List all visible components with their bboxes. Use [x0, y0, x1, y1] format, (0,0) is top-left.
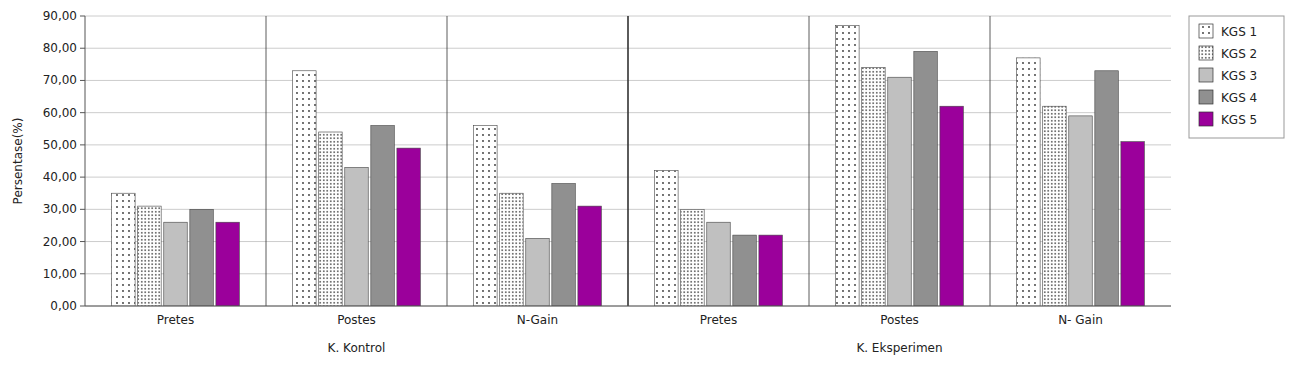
y-tick-label: 70,00: [43, 73, 77, 87]
x-tick-label: Postes: [337, 313, 376, 327]
bar: [862, 68, 885, 306]
y-tick: [80, 112, 85, 113]
bar: [190, 209, 213, 306]
y-tick: [80, 241, 85, 242]
bar: [1017, 58, 1040, 306]
y-tick-label: 90,00: [43, 9, 77, 23]
bar: [1043, 106, 1066, 306]
bar: [940, 106, 963, 306]
bar: [578, 206, 601, 306]
bar: [397, 148, 420, 306]
y-tick-label: 20,00: [43, 235, 77, 249]
y-tick-label: 50,00: [43, 138, 77, 152]
bar: [112, 193, 135, 306]
x-tick-label: Postes: [880, 313, 919, 327]
y-tick: [80, 48, 85, 49]
y-tick: [80, 273, 85, 274]
y-tick-label: 40,00: [43, 170, 77, 184]
legend: KGS 1 KGS 2 KGS 3 KGS 4 KGS 5: [1189, 16, 1284, 138]
y-tick: [80, 177, 85, 178]
group-separator: [627, 16, 629, 306]
x-axis: Pretes Postes N-Gain Pretes Postes N- Gain: [157, 313, 1103, 327]
group-separator: [809, 16, 810, 306]
y-tick-label: 30,00: [43, 202, 77, 216]
bar: [888, 77, 911, 306]
bar: [836, 26, 859, 306]
legend-label: KGS 4: [1221, 91, 1257, 105]
group-separator: [447, 16, 448, 306]
y-axis-line: [85, 16, 86, 306]
group-separator: [266, 16, 267, 306]
y-tick-label: 10,00: [43, 267, 77, 281]
x-tick-label: Pretes: [157, 313, 194, 327]
legend-label: KGS 1: [1221, 25, 1257, 39]
bar: [759, 235, 782, 306]
bar: [552, 184, 575, 306]
bar: [1121, 142, 1144, 306]
y-axis: 0,00 10,00 20,00 30,00 40,00 50,00 60,00 70,00 8…: [43, 9, 1171, 313]
y-tick: [80, 16, 85, 17]
bar: [733, 235, 756, 306]
group-separator: [990, 16, 991, 306]
section-label: K. Kontrol: [328, 341, 386, 355]
bar: [138, 206, 161, 306]
legend-swatch: [1199, 46, 1213, 60]
grid-line: [85, 306, 1171, 307]
legend-swatch: [1199, 112, 1213, 126]
legend-swatch: [1199, 90, 1213, 104]
legend-frame: [1189, 16, 1284, 138]
y-axis-label: Persentase(%): [11, 118, 25, 205]
chart: 0,00 10,00 20,00 30,00 40,00 50,00 60,00 70,00 8…: [0, 0, 1306, 384]
bar: [655, 171, 678, 306]
legend-swatch: [1199, 68, 1213, 82]
bar: [681, 209, 704, 306]
x-axis-line: [85, 306, 1171, 307]
bar: [216, 222, 239, 306]
bar: [500, 193, 523, 306]
bar: [319, 132, 342, 306]
bar: [345, 167, 368, 306]
y-tick: [80, 144, 85, 145]
y-tick: [80, 306, 85, 307]
section-label: K. Eksperimen: [856, 341, 942, 355]
y-tick-label: 60,00: [43, 106, 77, 120]
bar: [526, 238, 549, 306]
legend-label: KGS 3: [1221, 69, 1257, 83]
bar: [1095, 71, 1118, 306]
legend-label: KGS 2: [1221, 47, 1257, 61]
legend-swatch: [1199, 24, 1213, 38]
y-tick-label: 0,00: [50, 299, 77, 313]
bar: [707, 222, 730, 306]
bar: [474, 126, 497, 306]
bar: [914, 51, 937, 306]
x-tick-label: N-Gain: [517, 313, 558, 327]
y-tick: [80, 80, 85, 81]
x-tick-label: N- Gain: [1058, 313, 1103, 327]
chart-container: 0,00 10,00 20,00 30,00 40,00 50,00 60,00 70,00 8…: [0, 0, 1306, 384]
x-tick-label: Pretes: [700, 313, 737, 327]
bar: [293, 71, 316, 306]
separators: [266, 16, 990, 306]
bar: [371, 126, 394, 306]
bar: [1069, 116, 1092, 306]
legend-label: KGS 5: [1221, 113, 1257, 127]
bar: [164, 222, 187, 306]
y-tick-label: 80,00: [43, 41, 77, 55]
y-tick: [80, 209, 85, 210]
